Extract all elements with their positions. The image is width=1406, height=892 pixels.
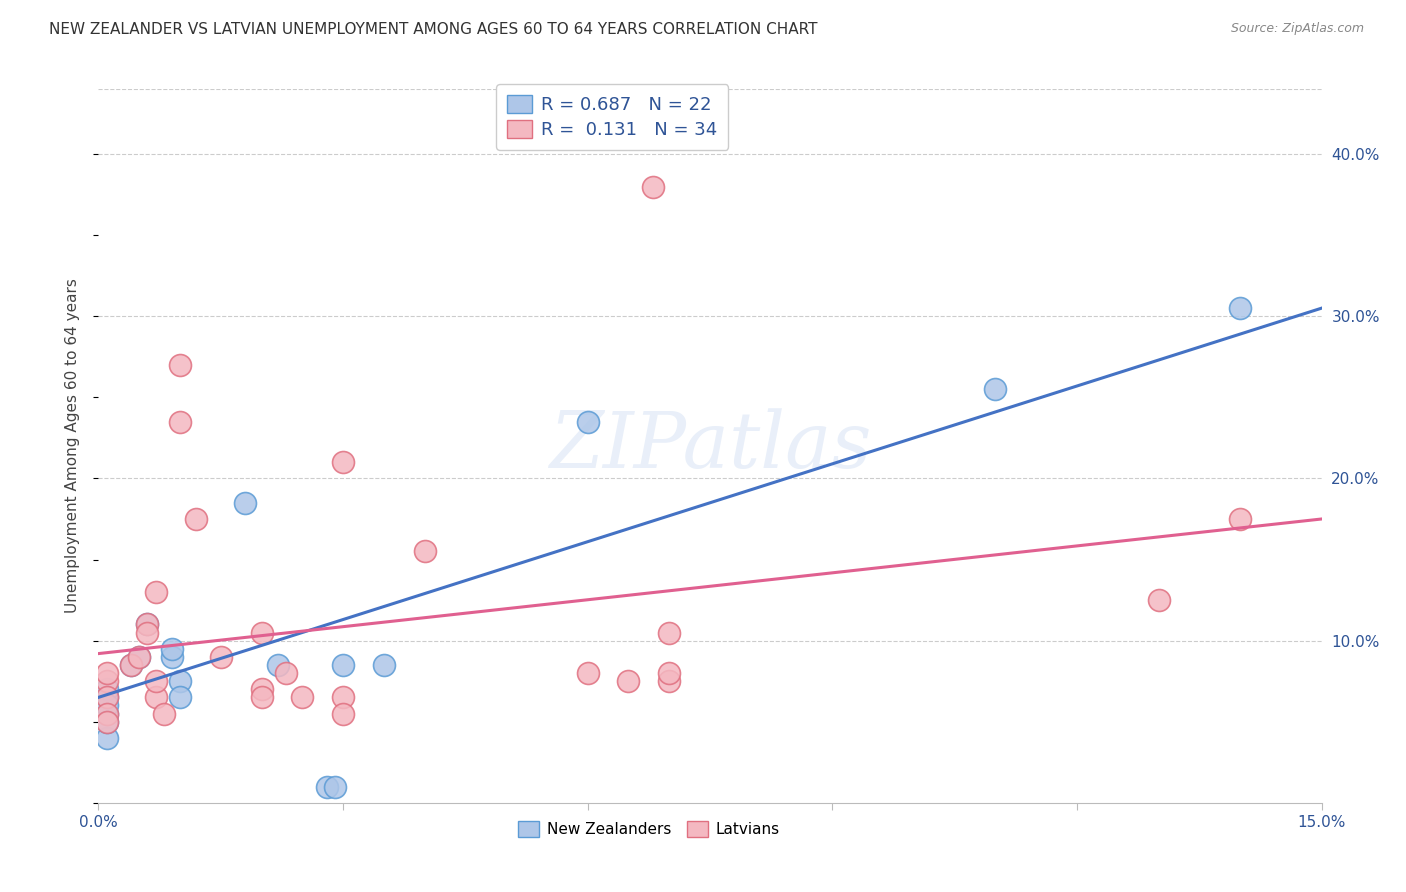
Point — [96, 690, 118, 705]
Point — [332, 657, 354, 672]
Point — [136, 625, 159, 640]
Point — [209, 649, 232, 664]
Point — [250, 690, 273, 705]
Text: ZIPatlas: ZIPatlas — [548, 408, 872, 484]
Point — [641, 179, 664, 194]
Point — [128, 649, 150, 664]
Point — [984, 382, 1007, 396]
Point — [96, 674, 118, 689]
Point — [169, 690, 191, 705]
Point — [169, 674, 191, 689]
Point — [120, 657, 142, 672]
Point — [96, 714, 118, 729]
Point — [576, 415, 599, 429]
Point — [96, 706, 118, 721]
Point — [658, 666, 681, 681]
Point — [658, 625, 681, 640]
Point — [136, 617, 159, 632]
Point — [267, 657, 290, 672]
Y-axis label: Unemployment Among Ages 60 to 64 years: Unemployment Among Ages 60 to 64 years — [65, 278, 80, 614]
Text: Source: ZipAtlas.com: Source: ZipAtlas.com — [1230, 22, 1364, 36]
Point — [96, 714, 118, 729]
Point — [96, 682, 118, 697]
Point — [186, 512, 208, 526]
Point — [332, 690, 354, 705]
Point — [145, 690, 167, 705]
Text: NEW ZEALANDER VS LATVIAN UNEMPLOYMENT AMONG AGES 60 TO 64 YEARS CORRELATION CHAR: NEW ZEALANDER VS LATVIAN UNEMPLOYMENT AM… — [49, 22, 818, 37]
Point — [315, 780, 337, 794]
Point — [332, 706, 354, 721]
Point — [145, 585, 167, 599]
Point — [413, 544, 436, 558]
Point — [617, 674, 640, 689]
Point — [96, 706, 118, 721]
Point — [323, 780, 346, 794]
Point — [1229, 512, 1251, 526]
Point — [250, 682, 273, 697]
Point — [169, 358, 191, 372]
Legend: New Zealanders, Latvians: New Zealanders, Latvians — [510, 814, 787, 845]
Point — [373, 657, 395, 672]
Point — [291, 690, 314, 705]
Point — [658, 674, 681, 689]
Point — [120, 657, 142, 672]
Point — [160, 649, 183, 664]
Point — [1147, 593, 1170, 607]
Point — [96, 698, 118, 713]
Point — [1229, 301, 1251, 315]
Point — [233, 496, 256, 510]
Point — [160, 641, 183, 656]
Point — [250, 625, 273, 640]
Point — [169, 415, 191, 429]
Point — [274, 666, 297, 681]
Point — [576, 666, 599, 681]
Point — [332, 455, 354, 469]
Point — [96, 690, 118, 705]
Point — [152, 706, 174, 721]
Point — [96, 731, 118, 745]
Point — [128, 649, 150, 664]
Point — [145, 674, 167, 689]
Point — [96, 666, 118, 681]
Point — [136, 617, 159, 632]
